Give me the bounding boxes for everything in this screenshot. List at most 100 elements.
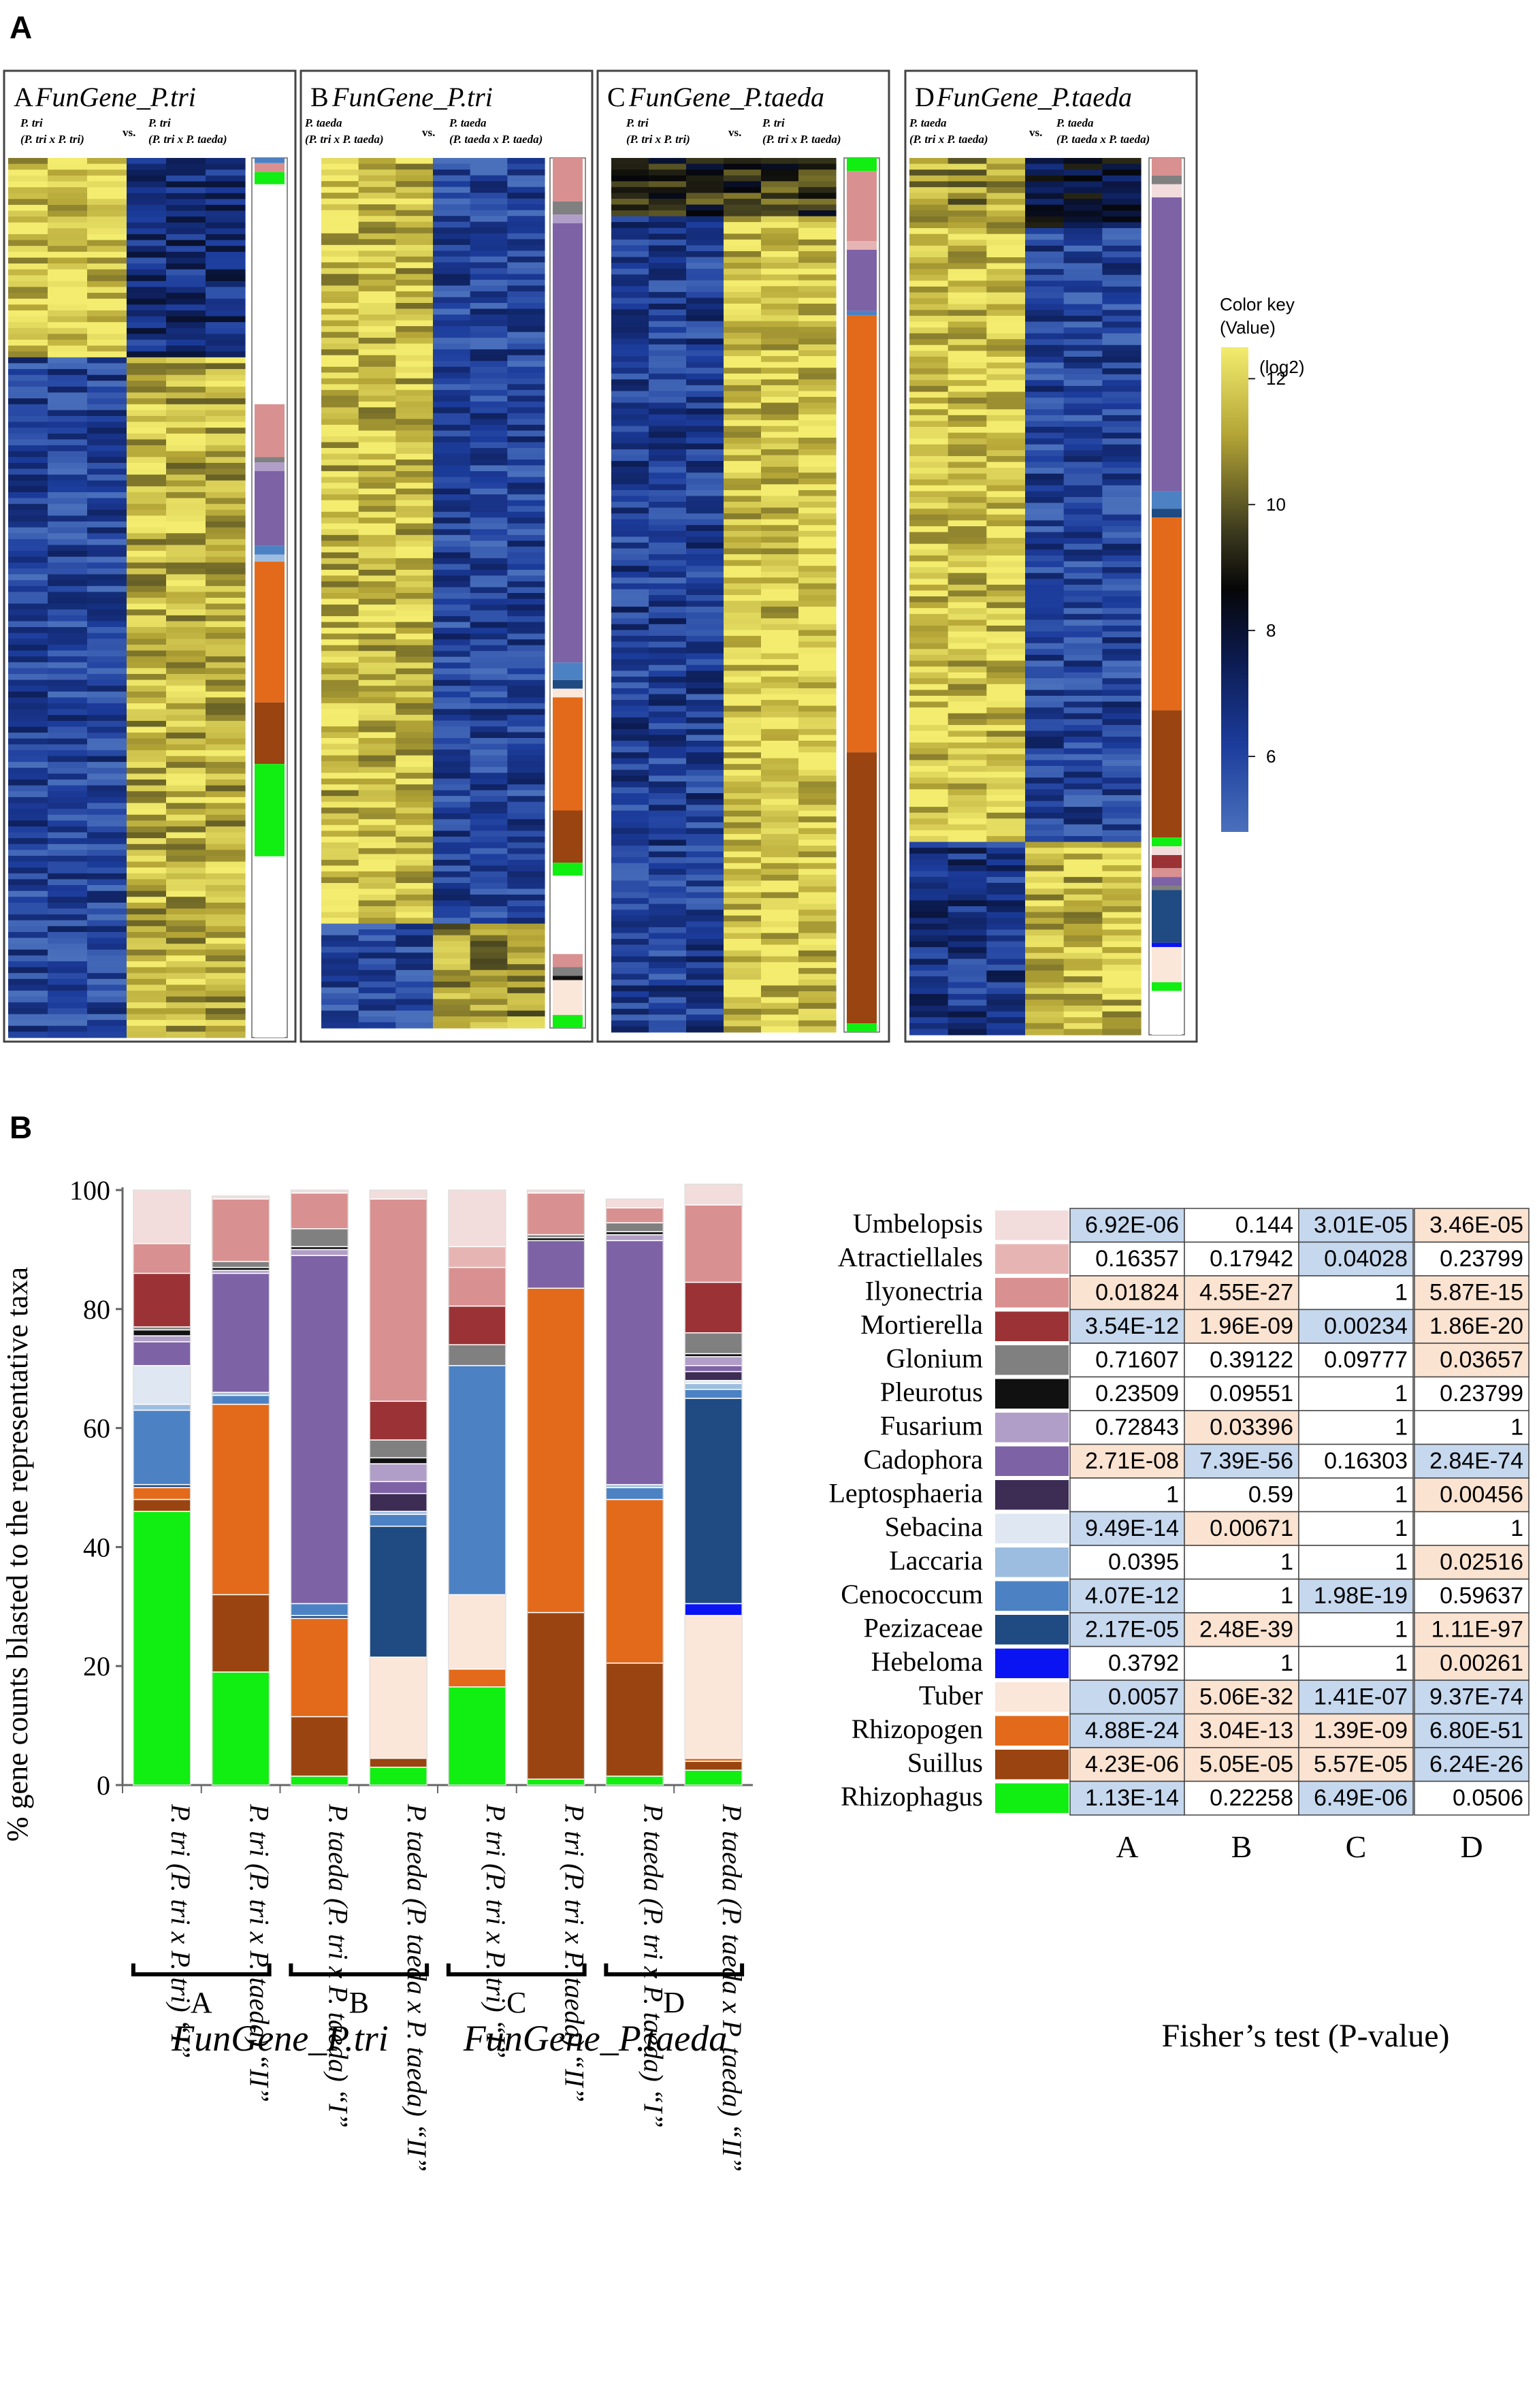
heatmap-cell <box>798 309 837 316</box>
heatmap-cell <box>358 453 396 460</box>
heatmap-cell <box>948 1017 987 1024</box>
heatmap-cell <box>433 158 471 165</box>
heatmap-cell <box>1102 999 1142 1006</box>
heatmap-cell <box>724 705 762 712</box>
heatmap-cell <box>686 286 724 293</box>
heatmap-cell <box>87 673 127 681</box>
heatmap-cell <box>87 374 127 381</box>
p-value: 0.59 <box>1248 1482 1293 1508</box>
heatmap-cell <box>8 791 48 798</box>
heatmap-cell <box>798 443 837 450</box>
heatmap-cell <box>986 473 1026 480</box>
heatmap-cell <box>986 807 1026 814</box>
heatmap-cell <box>798 641 837 648</box>
heatmap-cell <box>166 627 206 634</box>
p-value-cell <box>1184 1578 1299 1614</box>
heatmap-cell <box>798 997 837 1004</box>
heatmap-cell <box>470 320 508 327</box>
heatmap-cell <box>507 987 545 994</box>
heatmap-cell <box>127 163 167 170</box>
p-value-cell <box>1184 1545 1299 1580</box>
heatmap-cell <box>724 216 762 223</box>
heatmap-cell <box>470 941 508 948</box>
p-value-cell <box>1414 1343 1530 1378</box>
heatmap-cell <box>724 437 762 445</box>
heatmap-cell <box>948 567 987 574</box>
heatmap-cell <box>948 538 987 545</box>
heatmap-cell <box>321 436 359 443</box>
heatmap-cell <box>1063 455 1103 463</box>
heatmap-cell <box>470 471 508 478</box>
heatmap-cell <box>798 589 837 596</box>
heatmap-cell <box>395 871 434 878</box>
heatmap-cell <box>358 622 396 628</box>
heatmap-cell <box>358 697 396 704</box>
heatmap-cell <box>358 750 396 756</box>
heatmap-cell <box>433 726 471 733</box>
heatmap-cell <box>798 805 837 812</box>
heatmap-cell <box>1102 228 1142 235</box>
strip-segment <box>1152 175 1182 184</box>
heatmap-cell <box>395 315 434 321</box>
heatmap-cell <box>761 846 799 852</box>
heatmap-cell <box>649 472 687 479</box>
heatmap-cell <box>611 420 649 427</box>
heatmap-cell <box>798 822 837 829</box>
heatmap-cell <box>470 969 508 976</box>
heatmap-cell <box>761 472 799 479</box>
heatmap-cell <box>48 504 88 511</box>
heatmap-cell <box>1102 865 1142 872</box>
heatmap-cell <box>358 952 396 959</box>
heatmap-cell <box>649 711 687 718</box>
heatmap-cell <box>686 391 724 398</box>
heatmap-cell <box>127 415 167 423</box>
heatmap-cell <box>206 838 246 845</box>
heatmap-cell <box>649 833 687 841</box>
heatmap-cell <box>649 676 687 683</box>
strip-segment <box>255 545 285 555</box>
heatmap-cell <box>1102 882 1142 889</box>
heatmap-cell <box>761 461 799 468</box>
heatmap-cell <box>507 193 545 199</box>
heatmap-cell <box>206 996 246 1003</box>
heatmap-cell <box>1102 356 1142 364</box>
heatmap-cell <box>8 363 48 370</box>
heatmap-cell <box>1063 315 1103 323</box>
heatmap-cell <box>1025 701 1065 708</box>
heatmap-cell <box>611 513 649 520</box>
heatmap-cell <box>206 222 246 229</box>
heatmap-cell <box>724 892 762 899</box>
heatmap-cell <box>1063 468 1103 475</box>
heatmap-cell <box>986 929 1026 936</box>
heatmap-cell <box>507 807 545 814</box>
heatmap-cell <box>686 1026 724 1033</box>
heatmap-cell <box>948 526 987 533</box>
heatmap-cell <box>948 947 987 954</box>
heatmap-cell <box>433 877 471 884</box>
heatmap-cell <box>127 475 167 481</box>
heatmap-cell <box>1025 766 1065 773</box>
heatmap-cell <box>1025 158 1065 165</box>
heatmap-cell <box>206 908 246 915</box>
heatmap-cell <box>611 239 649 246</box>
heatmap-cell <box>395 534 434 541</box>
heatmap-cell <box>507 883 545 890</box>
heatmap-cell <box>798 711 837 718</box>
bar-stack <box>448 1189 506 1786</box>
heatmap-cell <box>358 819 396 826</box>
heatmap-cell <box>127 703 167 710</box>
heatmap-cell <box>1063 737 1103 743</box>
heatmap-cell <box>395 987 434 994</box>
heatmap-cell <box>724 484 762 491</box>
heatmap-cell <box>798 775 837 782</box>
heatmap-cell <box>1102 976 1142 983</box>
heatmap-cell <box>166 574 206 581</box>
heatmap-cell <box>321 221 359 228</box>
heatmap-cell <box>986 982 1026 989</box>
heatmap-cell <box>433 883 471 890</box>
heatmap-cell <box>8 709 48 716</box>
heatmap-cell <box>798 291 837 299</box>
heatmap-cell <box>358 738 396 745</box>
heatmap-cell <box>127 545 167 551</box>
heatmap-cell <box>686 927 724 934</box>
